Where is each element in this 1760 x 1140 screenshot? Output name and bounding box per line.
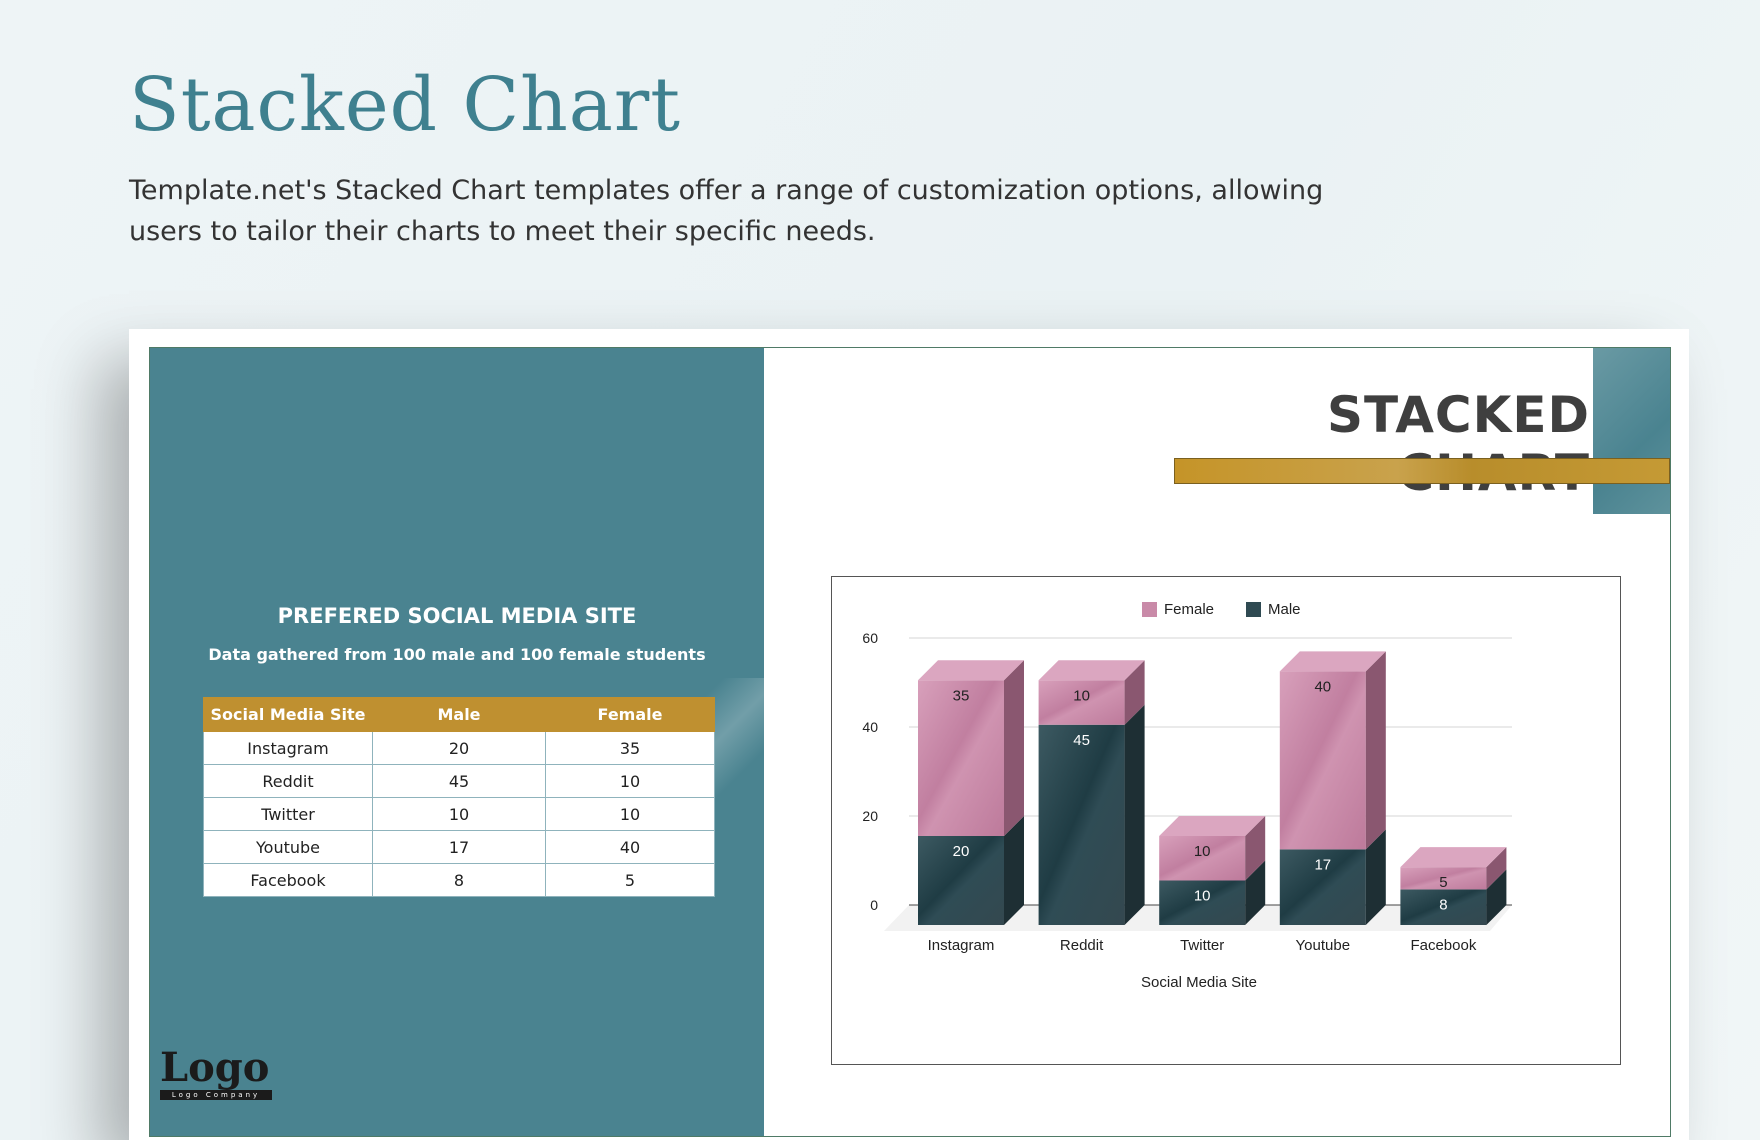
bar-male-side xyxy=(1365,829,1386,925)
bar-top xyxy=(1400,847,1507,868)
bar-male-side xyxy=(1486,869,1507,925)
bar-female xyxy=(1038,680,1125,725)
logo-tagline: Logo Company xyxy=(160,1090,272,1100)
cell-female: 5 xyxy=(545,863,715,897)
cell-site: Facebook xyxy=(203,863,373,897)
bar-female-side xyxy=(1004,660,1024,836)
cell-site: Reddit xyxy=(203,764,373,798)
logo: Logo Logo Company xyxy=(160,1046,276,1100)
data-label-male: 45 xyxy=(1073,732,1090,749)
data-label-male: 10 xyxy=(1194,888,1211,905)
cell-male: 45 xyxy=(372,764,546,798)
bar-female-side xyxy=(1124,660,1145,725)
bar-male xyxy=(1400,889,1487,925)
page-title: Stacked Chart xyxy=(129,62,682,148)
cell-female: 35 xyxy=(545,731,715,765)
bar-male-side xyxy=(1245,860,1266,925)
cell-site: Twitter xyxy=(203,797,373,831)
cell-female: 40 xyxy=(545,830,715,864)
cell-male: 20 xyxy=(372,731,546,765)
x-axis-title: Social Media Site xyxy=(1141,974,1257,991)
bar-male xyxy=(1279,849,1366,925)
cell-male: 8 xyxy=(372,863,546,897)
bar-top xyxy=(1038,660,1145,681)
bar-female-side xyxy=(1245,816,1266,881)
y-tick-label: 20 xyxy=(862,808,878,824)
cell-male: 10 xyxy=(372,797,546,831)
column-header-female: Female xyxy=(545,697,715,732)
x-tick-label: Youtube xyxy=(1296,937,1351,954)
bar-male-side xyxy=(1124,704,1145,925)
table-row: Youtube 17 40 xyxy=(203,830,715,864)
bar-female-side xyxy=(1486,847,1507,890)
bar-top xyxy=(918,660,1024,681)
column-header-male: Male xyxy=(372,697,546,732)
table-row: Facebook 8 5 xyxy=(203,863,715,897)
bar-male xyxy=(1038,724,1125,925)
table-row: Reddit 45 10 xyxy=(203,764,715,798)
spreadsheet-sheet: PREFERED SOCIAL MEDIA SITE Data gathered… xyxy=(149,347,1671,1137)
data-label-female: 10 xyxy=(1073,687,1090,704)
template-preview-card: PREFERED SOCIAL MEDIA SITE Data gathered… xyxy=(129,329,1689,1140)
bar-female xyxy=(1159,836,1246,881)
y-tick-label: 0 xyxy=(870,897,878,913)
chart-area: 0 20 40 60 Female Male 20 35 Instagram 45 10 Reddit… xyxy=(831,576,1621,1065)
legend-label-male: Male xyxy=(1268,601,1301,618)
data-label-male: 20 xyxy=(953,843,970,860)
cell-female: 10 xyxy=(545,797,715,831)
bar-male xyxy=(1159,880,1246,925)
bar-female-side xyxy=(1365,651,1386,850)
legend-label-female: Female xyxy=(1164,601,1214,618)
x-tick-label: Instagram xyxy=(928,937,995,954)
y-tick-label: 60 xyxy=(862,630,878,646)
legend-swatch-female xyxy=(1142,602,1157,617)
bar-male-side xyxy=(1004,816,1024,925)
y-tick-label: 40 xyxy=(862,719,878,735)
cell-site: Instagram xyxy=(203,731,373,765)
data-label-female: 10 xyxy=(1194,843,1211,860)
data-label-male: 8 xyxy=(1439,896,1447,913)
cell-male: 17 xyxy=(372,830,546,864)
x-tick-label: Reddit xyxy=(1060,937,1104,954)
bar-top xyxy=(1279,651,1386,672)
corner-accent xyxy=(1593,348,1670,514)
data-panel: PREFERED SOCIAL MEDIA SITE Data gathered… xyxy=(150,348,810,1136)
bar-female xyxy=(918,680,1004,836)
table-title: PREFERED SOCIAL MEDIA SITE xyxy=(277,604,637,628)
column-header-site: Social Media Site xyxy=(203,697,373,732)
bar-top xyxy=(1159,816,1266,836)
bar-male xyxy=(918,836,1004,925)
gold-accent-bar xyxy=(1174,458,1670,484)
x-tick-label: Facebook xyxy=(1410,937,1476,954)
table-row: Twitter 10 10 xyxy=(203,797,715,831)
legend-swatch-male xyxy=(1246,602,1261,617)
table-subtitle: Data gathered from 100 male and 100 fema… xyxy=(208,645,706,664)
data-label-female: 35 xyxy=(953,687,970,704)
x-tick-label: Twitter xyxy=(1180,937,1224,954)
cell-female: 10 xyxy=(545,764,715,798)
cell-site: Youtube xyxy=(203,830,373,864)
data-label-female: 40 xyxy=(1314,678,1331,695)
data-table: Social Media Site Male Female Instagram 2… xyxy=(203,697,715,897)
data-label-female: 5 xyxy=(1439,874,1447,891)
bar-female xyxy=(1279,671,1366,850)
table-header-row: Social Media Site Male Female xyxy=(203,697,715,732)
table-row: Instagram 20 35 xyxy=(203,731,715,765)
stacked-bar-chart: 0 20 40 60 Female Male 20 35 Instagram 45 10 Reddit… xyxy=(862,601,1512,991)
chart-heading: STACKED CHART xyxy=(1326,386,1590,502)
logo-word: Logo xyxy=(160,1044,270,1091)
page-description: Template.net's Stacked Chart templates o… xyxy=(129,175,1324,247)
data-label-male: 17 xyxy=(1314,856,1331,873)
bar-female xyxy=(1400,867,1487,890)
